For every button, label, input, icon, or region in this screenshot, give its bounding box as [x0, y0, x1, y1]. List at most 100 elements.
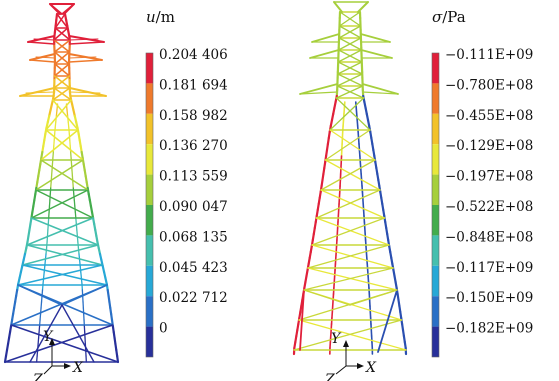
colorbar-segment: [432, 83, 439, 114]
tower-member: [53, 63, 70, 77]
tower-member: [357, 1, 369, 13]
tower-member: [52, 87, 71, 101]
colorbar-tick-label: 0.181 694: [159, 77, 228, 93]
tower-member: [299, 83, 339, 95]
tower-member: [54, 121, 57, 129]
tower-member: [30, 189, 89, 219]
tower-displacement-model: [3, 3, 120, 364]
tower-member: [299, 289, 305, 351]
tower-member: [73, 199, 76, 207]
colorbar-scale: −0.111E+09 −0.780E+08 −0.455E+08 −0.129E+08…: [431, 47, 533, 358]
x-arrow-head: [64, 363, 71, 369]
tower-member: [320, 159, 376, 191]
colorbar-title: σ/Pa: [432, 8, 466, 26]
tower-member: [42, 271, 45, 279]
colorbar-segment: [146, 296, 153, 327]
tower-member: [75, 217, 77, 225]
stress-tower-figure: Y X Z σ/Pa −0.111E+09 −0.780E+08 −0.455E+0…: [292, 1, 533, 381]
tower-member: [298, 319, 407, 351]
tower-member: [67, 121, 70, 129]
colorbar-segment: [432, 205, 439, 236]
tower-member: [315, 189, 381, 219]
tower-member: [35, 159, 84, 191]
tower-member: [377, 289, 398, 353]
tower-member: [53, 27, 69, 41]
z-axis-label: Z: [32, 372, 43, 381]
tower-member: [76, 229, 79, 237]
z-axis-line: [335, 365, 347, 375]
tower-member: [338, 11, 361, 27]
tower-member: [329, 129, 376, 161]
tower-member: [359, 33, 391, 43]
colorbar-tick-label: 0.158 982: [159, 108, 228, 124]
colorbar-tick-label: −0.150E+09: [445, 290, 533, 306]
colorbar-segment: [146, 265, 153, 297]
tower-member: [68, 87, 107, 97]
colorbar-tick-label: 0.136 270: [159, 138, 228, 154]
tower-member: [26, 217, 94, 246]
tower-member: [61, 304, 95, 363]
tower-member: [311, 244, 394, 269]
tower-member: [360, 49, 393, 59]
tower-member: [4, 324, 114, 363]
tower-member: [74, 211, 77, 219]
tower-member: [324, 129, 371, 161]
tower-member: [335, 85, 364, 99]
tower-member: [303, 267, 394, 291]
tower-member: [66, 109, 69, 117]
tower-member: [349, 289, 398, 306]
tower-member: [3, 354, 8, 364]
colorbar-segment: [432, 53, 439, 84]
tower-member: [55, 109, 58, 117]
tower-member: [29, 59, 56, 63]
colorbar-segment: [432, 296, 439, 327]
y-axis-label: Y: [331, 331, 342, 347]
tower-member: [307, 244, 390, 269]
x-axis-label: X: [365, 360, 377, 376]
tower-member: [26, 244, 104, 266]
tower-member: [68, 41, 105, 45]
tower-member: [54, 13, 66, 29]
tower-member: [21, 244, 99, 266]
stress-panel: Y X Z σ/Pa −0.111E+09 −0.780E+08 −0.455E+0…: [290, 0, 559, 381]
x-axis-label: X: [72, 360, 84, 376]
colorbar-tick-label: −0.848E+08: [445, 229, 533, 245]
tower-member: [40, 159, 89, 191]
tower-member: [53, 87, 72, 101]
y-axis-label: Y: [43, 329, 54, 345]
colorbar-title: u/m: [146, 8, 175, 26]
colorbar-tick-label: −0.780E+08: [445, 77, 533, 93]
colorbar-segment: [432, 235, 439, 266]
colorbar-scale: 0.204 406 0.181 694 0.158 982 0.136 270 0.11…: [145, 47, 228, 358]
tower-member: [68, 56, 97, 59]
x-arrow-head: [357, 363, 364, 369]
tower-member: [311, 217, 386, 246]
colorbar-tick-label: 0.045 423: [159, 260, 228, 276]
colorbar-segment: [432, 265, 439, 297]
colorbar-frame: [145, 52, 154, 358]
colorbar-segment: [146, 83, 153, 114]
tower-member: [335, 97, 371, 131]
tower-member: [43, 265, 46, 273]
tower-member: [40, 129, 79, 161]
colorbar-tick-label: −0.117E+09: [445, 260, 533, 276]
colorbar-tick-label: 0.204 406: [159, 47, 228, 63]
colorbar-tick-label: 0: [159, 321, 168, 337]
colorbar-segment: [146, 113, 153, 145]
tower-member: [329, 97, 365, 131]
tower-member: [303, 289, 351, 306]
tower-member: [45, 129, 84, 161]
tower-member: [35, 56, 56, 59]
tower-stress-model: [292, 1, 408, 356]
colorbar-segment: [146, 53, 153, 84]
tower-member: [361, 83, 399, 95]
colorbar-segment: [432, 113, 439, 145]
tower-member: [293, 319, 403, 351]
tower-member: [29, 304, 63, 363]
tower-member: [27, 41, 56, 45]
tower-member: [80, 271, 83, 279]
tower-member: [45, 99, 72, 131]
displacement-tower-figure: Y X Z u/m 0.204 406 0.181 694 0.158 982 0.1…: [3, 3, 228, 381]
colorbar-tick-label: −0.197E+08: [445, 169, 533, 185]
colorbar-frame: [431, 52, 440, 358]
